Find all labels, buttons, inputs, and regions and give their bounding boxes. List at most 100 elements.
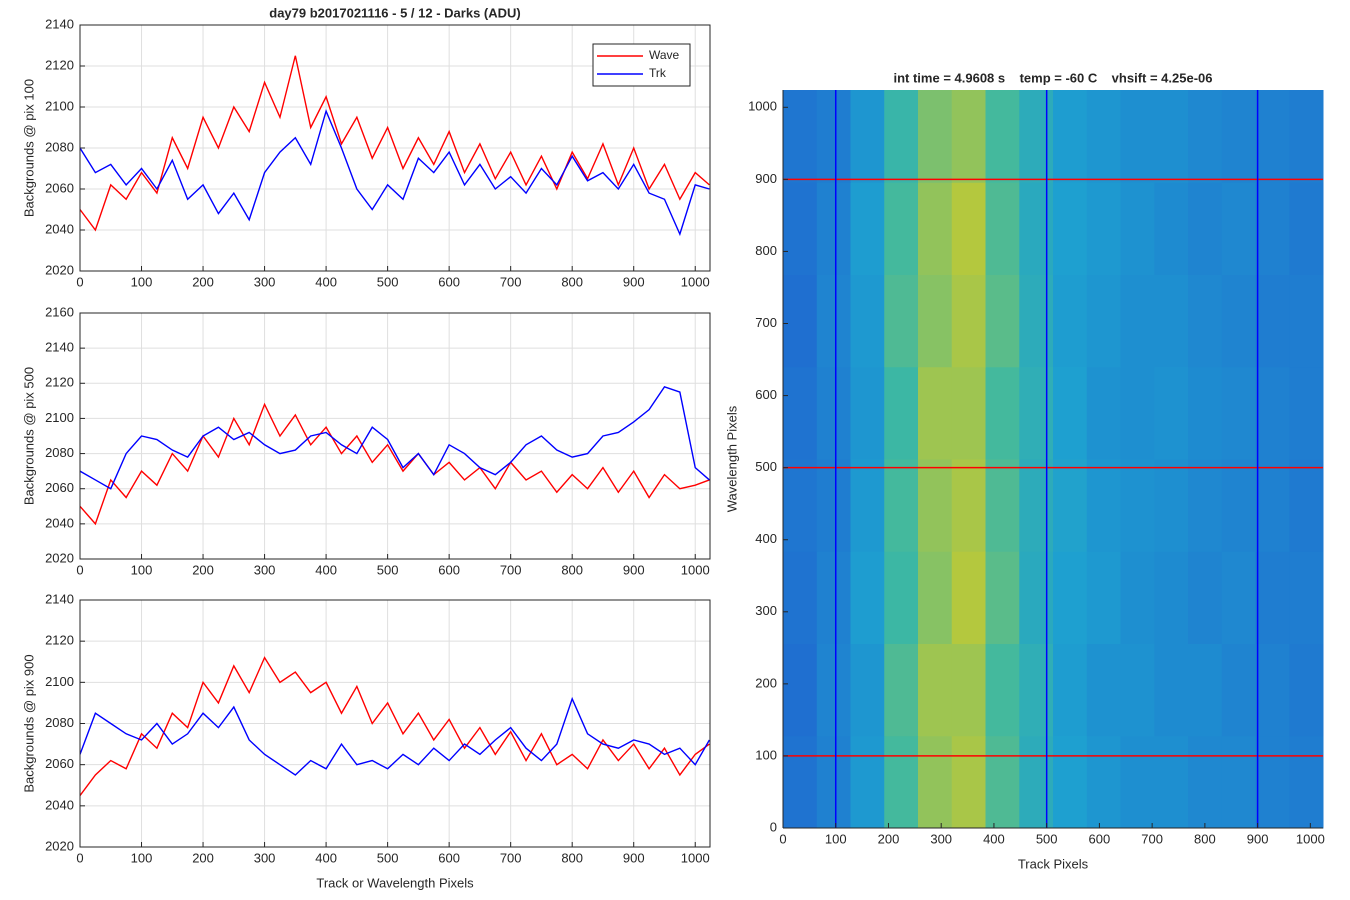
x-tick-label: 500 [377,562,399,577]
y-tick-label: 800 [755,243,777,258]
heatmap-cell [918,366,953,460]
data-line [80,402,710,526]
heatmap-cell [1154,735,1189,829]
x-tick-label: 400 [315,274,337,289]
heatmap-cell [918,274,953,368]
heatmap-cell [783,274,818,368]
heatmap-cell [985,735,1020,829]
y-tick-label: 300 [755,603,777,618]
y-axis-label: Backgrounds @ pix 900 [21,654,36,792]
heatmap-cell [918,551,953,644]
y-tick-label: 200 [755,675,777,690]
x-tick-label: 200 [192,850,214,865]
heatmap-cell [1053,182,1088,275]
heatmap-cell [1019,459,1054,552]
x-tick-label: 100 [131,850,153,865]
heatmap-cell [985,366,1020,460]
x-tick-label: 300 [254,850,276,865]
heatmap-cell [1255,459,1290,552]
heatmap-cell [1188,366,1223,460]
heatmap-cell [1188,459,1223,552]
x-tick-label: 700 [500,274,522,289]
x-tick-label: 200 [878,831,900,846]
x-axis-label: Track Pixels [1018,856,1089,871]
y-tick-label: 2020 [45,550,74,565]
y-tick-label: 2160 [45,304,74,319]
x-tick-label: 300 [930,831,952,846]
heatmap-cell [850,274,885,368]
heatmap-cell [783,643,818,737]
heatmap-cell [1289,459,1324,552]
x-tick-label: 500 [377,274,399,289]
heatmap-cell [1053,274,1088,368]
y-tick-label: 2140 [45,16,74,31]
data-line [80,656,710,796]
x-tick-label: 600 [1089,831,1111,846]
x-tick-label: 400 [315,850,337,865]
heatmap-cell [850,182,885,275]
x-tick-label: 700 [1141,831,1163,846]
heatmap-cell [884,182,919,275]
x-tick-label: 100 [131,274,153,289]
y-tick-label: 900 [755,171,777,186]
heatmap-cell [1154,90,1189,183]
heatmap-cell [918,182,953,275]
heatmap-cell [1053,735,1088,829]
heatmap-cell [1086,90,1121,183]
x-tick-label: 900 [623,274,645,289]
y-tick-label: 2060 [45,180,74,195]
heatmap-cell [850,643,885,737]
heatmap-cell [1154,551,1189,644]
x-tick-label: 700 [500,850,522,865]
y-tick-label: 700 [755,315,777,330]
heatmap-cell [951,459,986,552]
x-tick-label: 100 [131,562,153,577]
heatmap-cell [1154,459,1189,552]
heatmap-cell [884,735,919,829]
heatmap-cell [985,182,1020,275]
heatmap-cell [1053,366,1088,460]
heatmap-cell [850,459,885,552]
heatmap-cell [985,274,1020,368]
heatmap-cell [1221,366,1256,460]
y-tick-label: 600 [755,387,777,402]
legend-box [592,43,691,87]
x-tick-label: 900 [1247,831,1269,846]
heatmap-cell [918,643,953,737]
chart-title: int time = 4.9608 s temp = -60 C vhsift … [893,70,1212,85]
heatmap-cell [951,735,986,829]
heatmap-cell [884,459,919,552]
heatmap-cell [783,366,818,460]
x-tick-label: 300 [254,562,276,577]
y-tick-label: 2060 [45,756,74,771]
heatmap-cell [816,182,851,275]
x-tick-label: 800 [561,274,583,289]
heatmap-cell [1289,274,1324,368]
heatmap-cell [850,735,885,829]
heatmap-cell [783,735,818,829]
heatmap-cell [951,274,986,368]
y-tick-label: 0 [770,819,777,834]
axes-box [79,312,711,560]
heatmap-cell [1053,551,1088,644]
heatmap-cell [1289,643,1324,737]
heatmap-cell [1154,643,1189,737]
y-axis-label: Backgrounds @ pix 500 [21,367,36,505]
y-tick-label: 2120 [45,633,74,648]
x-tick-label: 100 [825,831,847,846]
x-tick-label: 0 [76,850,83,865]
x-tick-label: 1000 [681,562,710,577]
y-tick-label: 2020 [45,262,74,277]
heatmap-cell [1086,643,1121,737]
x-tick-label: 400 [315,562,337,577]
heatmap-cell [1120,643,1155,737]
y-tick-label: 2100 [45,674,74,689]
heatmap-cell [918,735,953,829]
heatmap-cell [1188,643,1223,737]
heatmap-cell [783,459,818,552]
heatmap-cell [1255,643,1290,737]
y-tick-label: 2080 [45,445,74,460]
heatmap-cell [1019,182,1054,275]
y-tick-label: 2060 [45,480,74,495]
